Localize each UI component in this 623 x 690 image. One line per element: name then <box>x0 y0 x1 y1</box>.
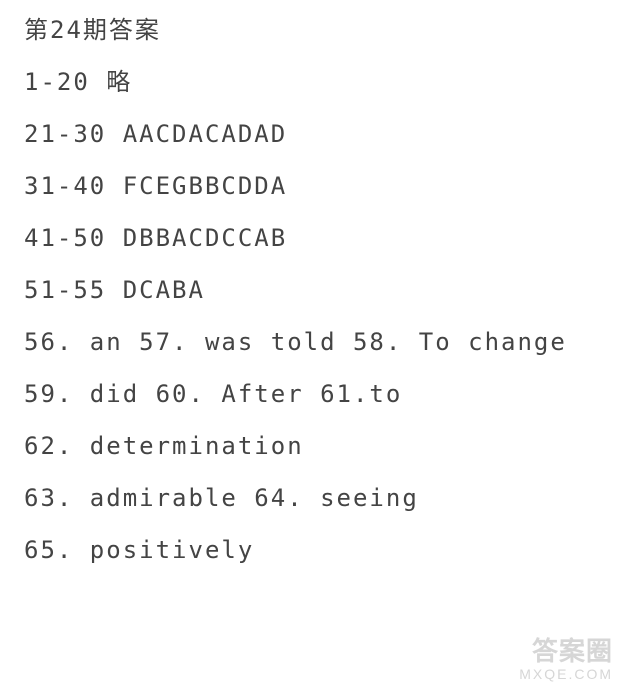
answer-line-6: 56. an 57. was told 58. To change <box>24 330 599 354</box>
answer-line-1: 1-20 略 <box>24 70 599 94</box>
watermark: 答案圈 MXQE.COM <box>519 638 613 682</box>
answer-line-10: 65. positively <box>24 538 599 562</box>
answer-line-8: 62. determination <box>24 434 599 458</box>
answer-line-4: 41-50 DBBACDCCAB <box>24 226 599 250</box>
answer-line-3: 31-40 FCEGBBCDDA <box>24 174 599 198</box>
answer-line-9: 63. admirable 64. seeing <box>24 486 599 510</box>
watermark-logo-text: 答案圈 <box>519 638 613 664</box>
answer-line-2: 21-30 AACDACADAD <box>24 122 599 146</box>
title-line: 第24期答案 <box>24 18 599 42</box>
answer-line-5: 51-55 DCABA <box>24 278 599 302</box>
answer-line-7: 59. did 60. After 61.to <box>24 382 599 406</box>
watermark-url-text: MXQE.COM <box>519 666 613 682</box>
